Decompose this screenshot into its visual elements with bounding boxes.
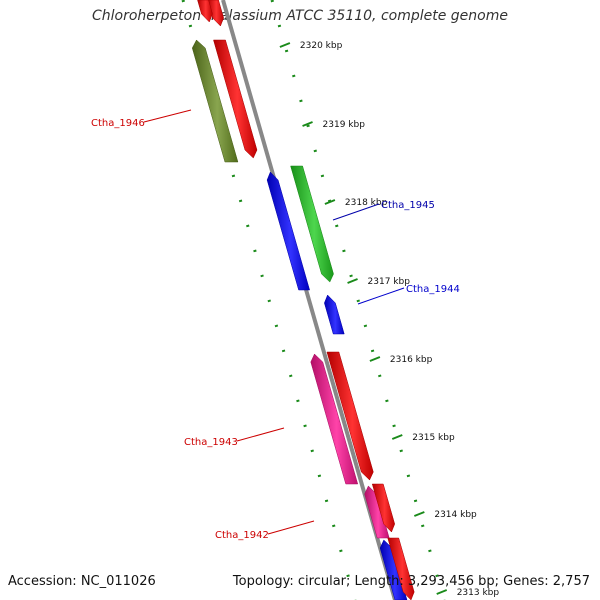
tick-label: 2313 kbp — [457, 588, 500, 598]
tick-mark-3 — [324, 199, 336, 205]
gene-label-ctha-1944[interactable]: Ctha_1944 — [406, 284, 460, 295]
label-leader-line — [332, 203, 380, 221]
tick-label: 2315 kbp — [412, 433, 455, 443]
map-title: Chloroherpeton thalassium ATCC 35110, co… — [92, 8, 508, 24]
gene-feature-13[interactable] — [387, 537, 415, 600]
gene-label-ctha-1943[interactable]: Ctha_1943 — [184, 437, 238, 448]
genome-summary-text: Topology: circular; Length: 3,293,456 bp… — [232, 574, 590, 589]
tick-mark-8 — [436, 589, 448, 595]
tick-label: 2316 kbp — [390, 355, 433, 365]
tick-mark-1 — [279, 42, 291, 48]
gene-feature-9[interactable] — [310, 353, 359, 485]
tick-mark-5 — [369, 356, 381, 362]
tick-marks: 2320 kbp 2319 kbp 2318 kbp 2317 kbp 2316 kbp… — [279, 41, 500, 598]
label-leader-line — [236, 427, 285, 442]
gene-ctha-1945[interactable] — [290, 165, 334, 283]
gene-ctha-1944[interactable] — [324, 294, 345, 335]
tick-label: 2314 kbp — [434, 510, 477, 520]
gene-feature-2[interactable] — [197, 0, 213, 23]
gene-feature-6[interactable] — [266, 171, 310, 291]
label-leader-line — [267, 520, 315, 535]
gene-ctha-1943[interactable] — [326, 351, 374, 481]
gene-labels: Ctha_1946 Ctha_1945 Ctha_1944 Ctha_1943 Ctha… — [91, 109, 460, 541]
tick-mark-2 — [302, 121, 313, 127]
gene-feature-11[interactable] — [371, 483, 395, 533]
gene-label-ctha-1946[interactable]: Ctha_1946 — [91, 118, 145, 129]
gene-features — [191, 0, 415, 600]
gene-label-ctha-1945[interactable]: Ctha_1945 — [381, 200, 435, 211]
tick-mark-4 — [347, 278, 358, 284]
dotted-guides — [181, 0, 446, 600]
gene-feature-3[interactable] — [191, 39, 239, 163]
gene-label-ctha-1942[interactable]: Ctha_1942 — [215, 530, 269, 541]
accession-text: Accession: NC_011026 — [8, 574, 156, 589]
tick-label: 2319 kbp — [323, 120, 366, 130]
dotted-guide-2 — [270, 0, 446, 600]
tick-label: 2317 kbp — [368, 277, 411, 287]
tick-mark-7 — [413, 511, 425, 517]
label-leader-line — [357, 287, 405, 305]
tick-label: 2318 kbp — [345, 198, 388, 208]
tick-mark-6 — [391, 434, 403, 440]
tick-label: 2320 kbp — [300, 41, 343, 51]
label-leader-line — [143, 109, 192, 123]
gene-ctha-1946[interactable] — [213, 39, 258, 159]
